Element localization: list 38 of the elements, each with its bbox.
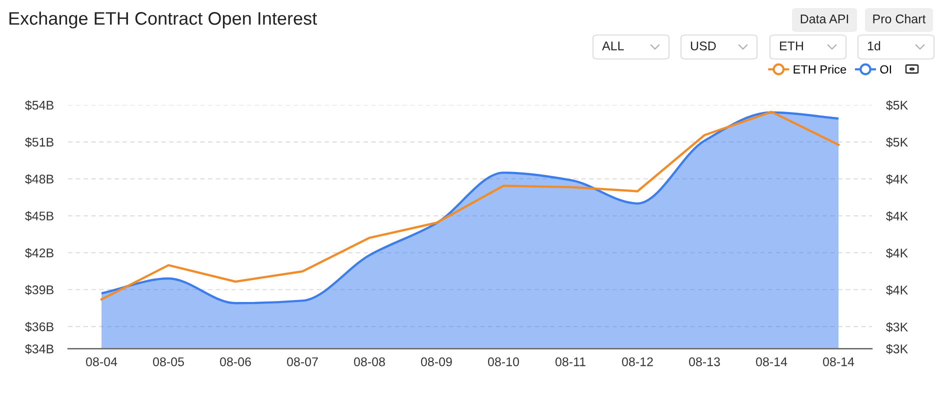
text: Data API bbox=[800, 14, 848, 24]
y-tick-label: $51B bbox=[25, 137, 54, 148]
y-tick-label: $34B bbox=[25, 344, 54, 354]
y2-tick-label: $3K bbox=[886, 322, 908, 332]
text: ALL bbox=[602, 42, 624, 50]
y2-tick-label: $4K bbox=[886, 285, 908, 296]
y-tick-label: $45B bbox=[25, 211, 54, 222]
y2-tick-label: $4K bbox=[886, 174, 908, 184]
x-tick-label: 08-05 bbox=[153, 357, 184, 366]
text: 1d bbox=[868, 41, 880, 50]
x-tick-label: 08-09 bbox=[421, 357, 452, 366]
x-tick-label: 08-06 bbox=[220, 357, 251, 366]
x-tick-label: 08-14 bbox=[756, 357, 788, 366]
y2-tick-label: $3K bbox=[886, 344, 908, 354]
x-tick-label: 08-10 bbox=[488, 357, 519, 366]
x-tick-label: 08-07 bbox=[287, 357, 318, 366]
y-tick-label: $36B bbox=[25, 322, 54, 332]
x-tick-label: 08-04 bbox=[86, 357, 118, 366]
legend-label: ETH Price bbox=[794, 64, 846, 74]
x-tick-label: 08-11 bbox=[555, 357, 586, 366]
chart-title: Exchange ETH Contract Open Interest bbox=[9, 12, 317, 28]
x-tick-label: 08-12 bbox=[622, 357, 653, 366]
text: ETH bbox=[780, 42, 803, 50]
text: USD bbox=[690, 42, 716, 50]
y2-tick-label: $5K bbox=[886, 137, 908, 148]
x-tick-label: 08-13 bbox=[689, 357, 720, 366]
y-tick-label: $42B bbox=[25, 248, 54, 258]
y2-tick-label: $4K bbox=[886, 211, 908, 222]
y-tick-label: $48B bbox=[25, 174, 54, 184]
x-tick-label: 08-14 bbox=[823, 357, 854, 366]
y-tick-label: $54B bbox=[25, 100, 54, 110]
line-series bbox=[100, 110, 840, 301]
y-tick-label: $39B bbox=[25, 284, 54, 296]
legend-label: OI bbox=[880, 65, 892, 74]
y2-tick-label: $4K bbox=[886, 248, 908, 258]
x-tick-label: 08-08 bbox=[354, 357, 385, 366]
y2-tick-label: $5K bbox=[886, 100, 908, 110]
text: Pro Chart bbox=[873, 14, 926, 24]
